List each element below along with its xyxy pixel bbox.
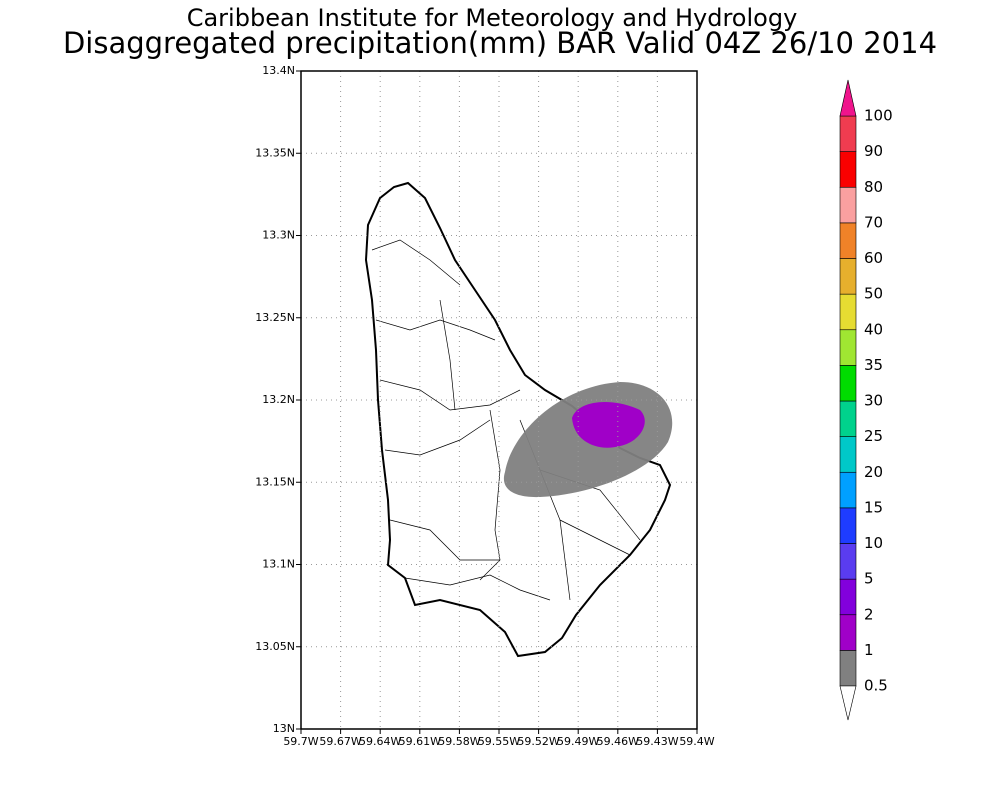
title: Caribbean Institute for Meteorology and … xyxy=(187,4,798,32)
colorbar-box xyxy=(839,186,857,224)
subtitle: Disaggregated precipitation(mm) BAR Vali… xyxy=(63,26,937,60)
y-tick-label: 13.4N xyxy=(262,64,295,77)
x-tick-label: 59.49W xyxy=(557,735,599,748)
colorbar-label: 90 xyxy=(864,142,883,160)
y-tick-label: 13.1N xyxy=(262,558,295,571)
colorbar-box xyxy=(839,151,857,188)
x-tick-label: 59.61W xyxy=(399,735,441,748)
x-tick-label: 59.4W xyxy=(679,735,714,748)
x-tick-label: 59.58W xyxy=(438,735,480,748)
colorbar-box xyxy=(839,543,857,580)
colorbar-box xyxy=(839,614,857,651)
colorbar-label: 15 xyxy=(864,498,883,516)
colorbar-box xyxy=(839,650,857,687)
colorbar-label: 25 xyxy=(864,427,883,445)
colorbar-box xyxy=(839,471,857,509)
y-tick-label: 13.15N xyxy=(255,475,295,488)
colorbar-box xyxy=(839,507,857,544)
y-tick-label: 13.35N xyxy=(255,146,295,159)
map: 59.7W 59.67W59.64W59.61W59.58W59.55W59.52… xyxy=(255,64,715,748)
y-tick-label: 13N xyxy=(273,722,295,735)
colorbar-box xyxy=(839,329,857,366)
colorbar-label: 40 xyxy=(864,320,883,338)
x-tick-label: 59.55W xyxy=(478,735,520,748)
x-tick-label: 59.64W xyxy=(359,735,401,748)
colorbar-box xyxy=(839,115,857,152)
y-tick-label: 13.2N xyxy=(262,393,295,406)
colorbar-label: 100 xyxy=(864,107,893,125)
colorbar-box xyxy=(839,400,857,437)
colorbar-label: 10 xyxy=(864,534,883,552)
colorbar-label: 1 xyxy=(864,641,874,659)
colorbar-label: 5 xyxy=(864,570,874,588)
colorbar-box xyxy=(839,258,857,295)
colorbar-label: 60 xyxy=(864,249,883,267)
colorbar-box xyxy=(839,365,857,402)
colorbar-box xyxy=(839,578,857,616)
island xyxy=(364,181,672,658)
colorbar-label: 2 xyxy=(864,605,874,623)
colorbar-box xyxy=(839,436,857,473)
colorbar-box xyxy=(839,222,857,259)
colorbar-box xyxy=(839,293,857,331)
precip-area-high xyxy=(572,402,645,448)
y-tick-label: 13.25N xyxy=(255,311,295,324)
colorbar-label: 0.5 xyxy=(864,677,888,695)
y-tick-label: 13.3N xyxy=(262,229,295,242)
colorbar-label: 30 xyxy=(864,392,883,410)
x-tick-label: 59.7W xyxy=(283,735,318,748)
colorbar-label: 50 xyxy=(864,285,883,303)
x-tick-label: 59.46W xyxy=(597,735,639,748)
x-tick-label: 59.52W xyxy=(517,735,559,748)
colorbar-triangle-high xyxy=(839,79,857,117)
x-tick-label: 59.67W xyxy=(319,735,361,748)
colorbar-label: 80 xyxy=(864,178,883,196)
colorbar-label: 20 xyxy=(864,463,883,481)
colorbar-label: 35 xyxy=(864,356,883,374)
x-tick-label: 59.43W xyxy=(636,735,678,748)
colorbar-label: 70 xyxy=(864,213,883,231)
colorbar-triangle-low xyxy=(839,685,857,721)
y-tick-label: 13.05N xyxy=(255,640,295,653)
